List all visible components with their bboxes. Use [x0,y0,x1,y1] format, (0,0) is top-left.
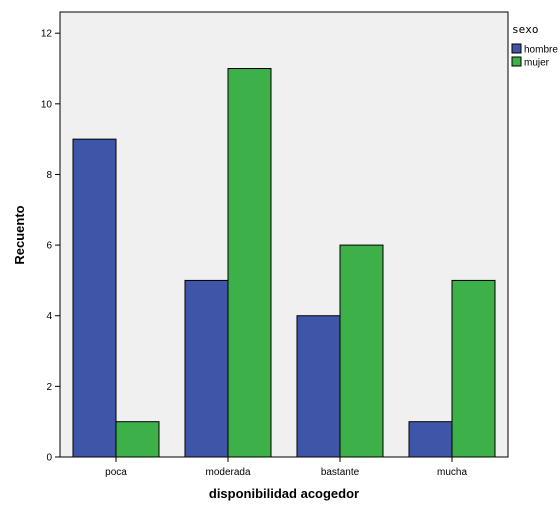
legend-label-hombre: hombre [524,45,558,56]
bar-mujer-poca [115,421,160,458]
y-axis: 0 2 4 6 8 10 12 [41,29,60,464]
x-axis: poca moderada bastante mucha [105,457,467,478]
bar-hombre-mucha [408,421,453,458]
y-axis-title: Recuento [12,205,27,264]
bar-hombre-poca [72,138,117,458]
bar-mujer-moderada [227,68,272,458]
y-tick-label: 12 [41,29,53,40]
x-tick-label: moderada [205,467,250,478]
y-tick-label: 6 [46,241,52,252]
legend-swatch-mujer [511,56,522,67]
y-tick-label: 2 [46,382,52,393]
y-tick-label: 0 [46,453,52,464]
bar-mujer-mucha [451,279,496,458]
plot-area [59,11,509,458]
legend-title: sexo [512,23,539,36]
y-tick-label: 4 [46,311,52,322]
y-tick-label: 8 [46,170,52,181]
bar-hombre-bastante [296,315,341,458]
y-tick-label: 10 [41,99,53,110]
legend-label-mujer: mujer [524,58,550,69]
bar-mujer-bastante [339,244,384,458]
x-tick-label: mucha [437,467,467,478]
x-tick-label: bastante [321,467,360,478]
bars [72,68,496,458]
x-axis-title: disponibilidad acogedor [209,486,359,501]
legend: sexo hombre mujer [511,23,558,69]
legend-swatch-hombre [511,43,522,54]
x-tick-label: poca [105,467,127,478]
bar-hombre-moderada [184,279,229,458]
